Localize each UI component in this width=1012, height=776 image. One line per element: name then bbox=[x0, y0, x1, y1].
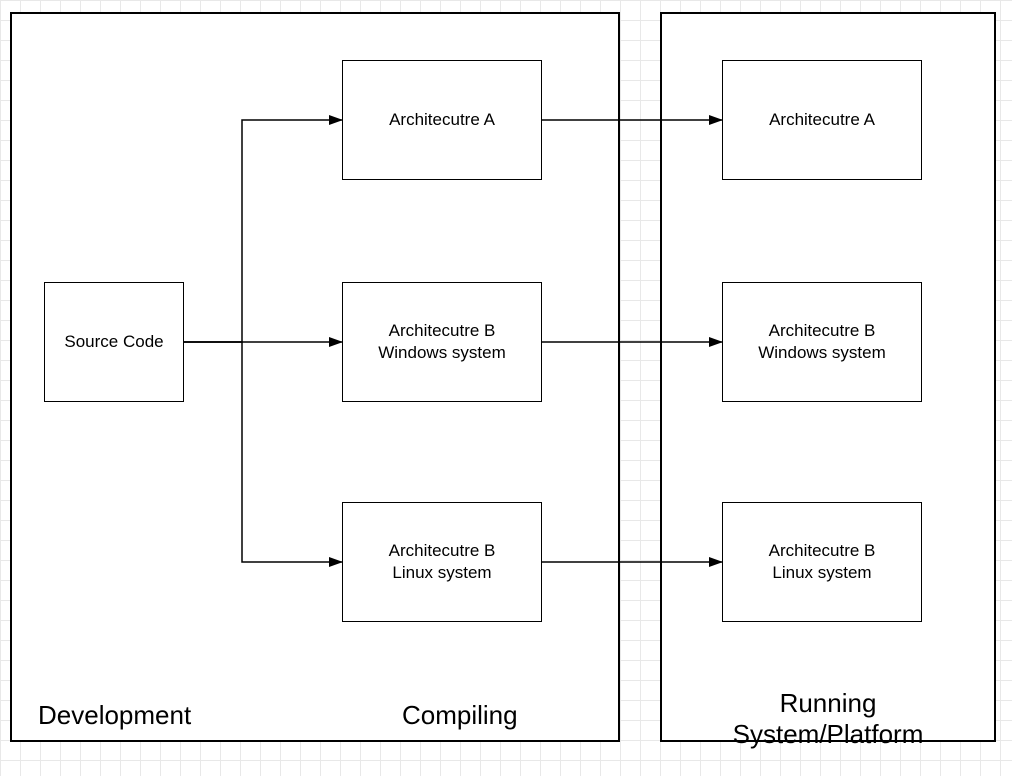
node-label: Architecutre A bbox=[389, 109, 495, 131]
node-source-code: Source Code bbox=[44, 282, 184, 402]
section-label-running-line1: Running bbox=[780, 688, 877, 718]
section-label-running: Running System/Platform bbox=[733, 688, 924, 750]
section-label-running-line2: System/Platform bbox=[733, 719, 924, 749]
node-compile-arch-b-linux: Architecutre B Linux system bbox=[342, 502, 542, 622]
section-label-compiling: Compiling bbox=[402, 700, 518, 731]
node-run-arch-b-linux: Architecutre B Linux system bbox=[722, 502, 922, 622]
node-compile-arch-a: Architecutre A bbox=[342, 60, 542, 180]
section-label-development: Development bbox=[38, 700, 191, 731]
node-sublabel: Linux system bbox=[392, 562, 491, 584]
node-label: Architecutre A bbox=[769, 109, 875, 131]
node-run-arch-a: Architecutre A bbox=[722, 60, 922, 180]
node-sublabel: Linux system bbox=[772, 562, 871, 584]
node-sublabel: Windows system bbox=[758, 342, 886, 364]
node-label: Source Code bbox=[64, 331, 163, 353]
node-run-arch-b-windows: Architecutre B Windows system bbox=[722, 282, 922, 402]
node-label: Architecutre B bbox=[389, 540, 496, 562]
node-label: Architecutre B bbox=[389, 320, 496, 342]
node-label: Architecutre B bbox=[769, 320, 876, 342]
node-label: Architecutre B bbox=[769, 540, 876, 562]
node-compile-arch-b-windows: Architecutre B Windows system bbox=[342, 282, 542, 402]
node-sublabel: Windows system bbox=[378, 342, 506, 364]
